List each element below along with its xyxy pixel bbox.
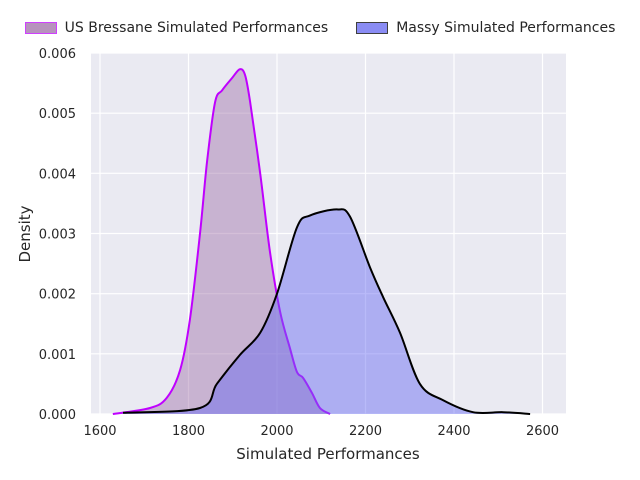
density-line-0 (112, 68, 331, 415)
density-area-1 (123, 209, 531, 414)
y-tick-label: 0.003 (39, 228, 76, 243)
x-tick-label: 2000 (260, 424, 293, 439)
y-axis-label: Density (16, 205, 34, 262)
y-tick-label: 0.006 (39, 47, 76, 62)
y-tick-label: 0.002 (39, 288, 76, 303)
legend-item-us-bressane: US Bressane Simulated Performances (24, 20, 329, 36)
x-axis-label: Simulated Performances (236, 445, 420, 463)
legend-label-us-bressane: US Bressane Simulated Performances (64, 20, 329, 36)
legend-item-massy: Massy Simulated Performances (356, 20, 615, 36)
legend: US Bressane Simulated Performances Massy… (0, 20, 640, 36)
x-tick-label: 2200 (349, 424, 382, 439)
x-tick-label: 1600 (83, 424, 116, 439)
x-tick-label: 2600 (526, 424, 559, 439)
legend-label-massy: Massy Simulated Performances (396, 20, 616, 36)
legend-swatch-us-bressane (24, 22, 57, 34)
y-tick-label: 0.004 (39, 167, 76, 182)
density-line-1 (122, 208, 531, 415)
y-tick-label: 0.001 (39, 348, 76, 363)
density-area-0 (112, 69, 331, 415)
x-tick-label: 1800 (172, 424, 205, 439)
y-tick-label: 0.000 (39, 408, 76, 423)
legend-swatch-massy (356, 22, 389, 34)
y-tick-label: 0.005 (39, 107, 76, 122)
x-tick-label: 2400 (437, 424, 470, 439)
